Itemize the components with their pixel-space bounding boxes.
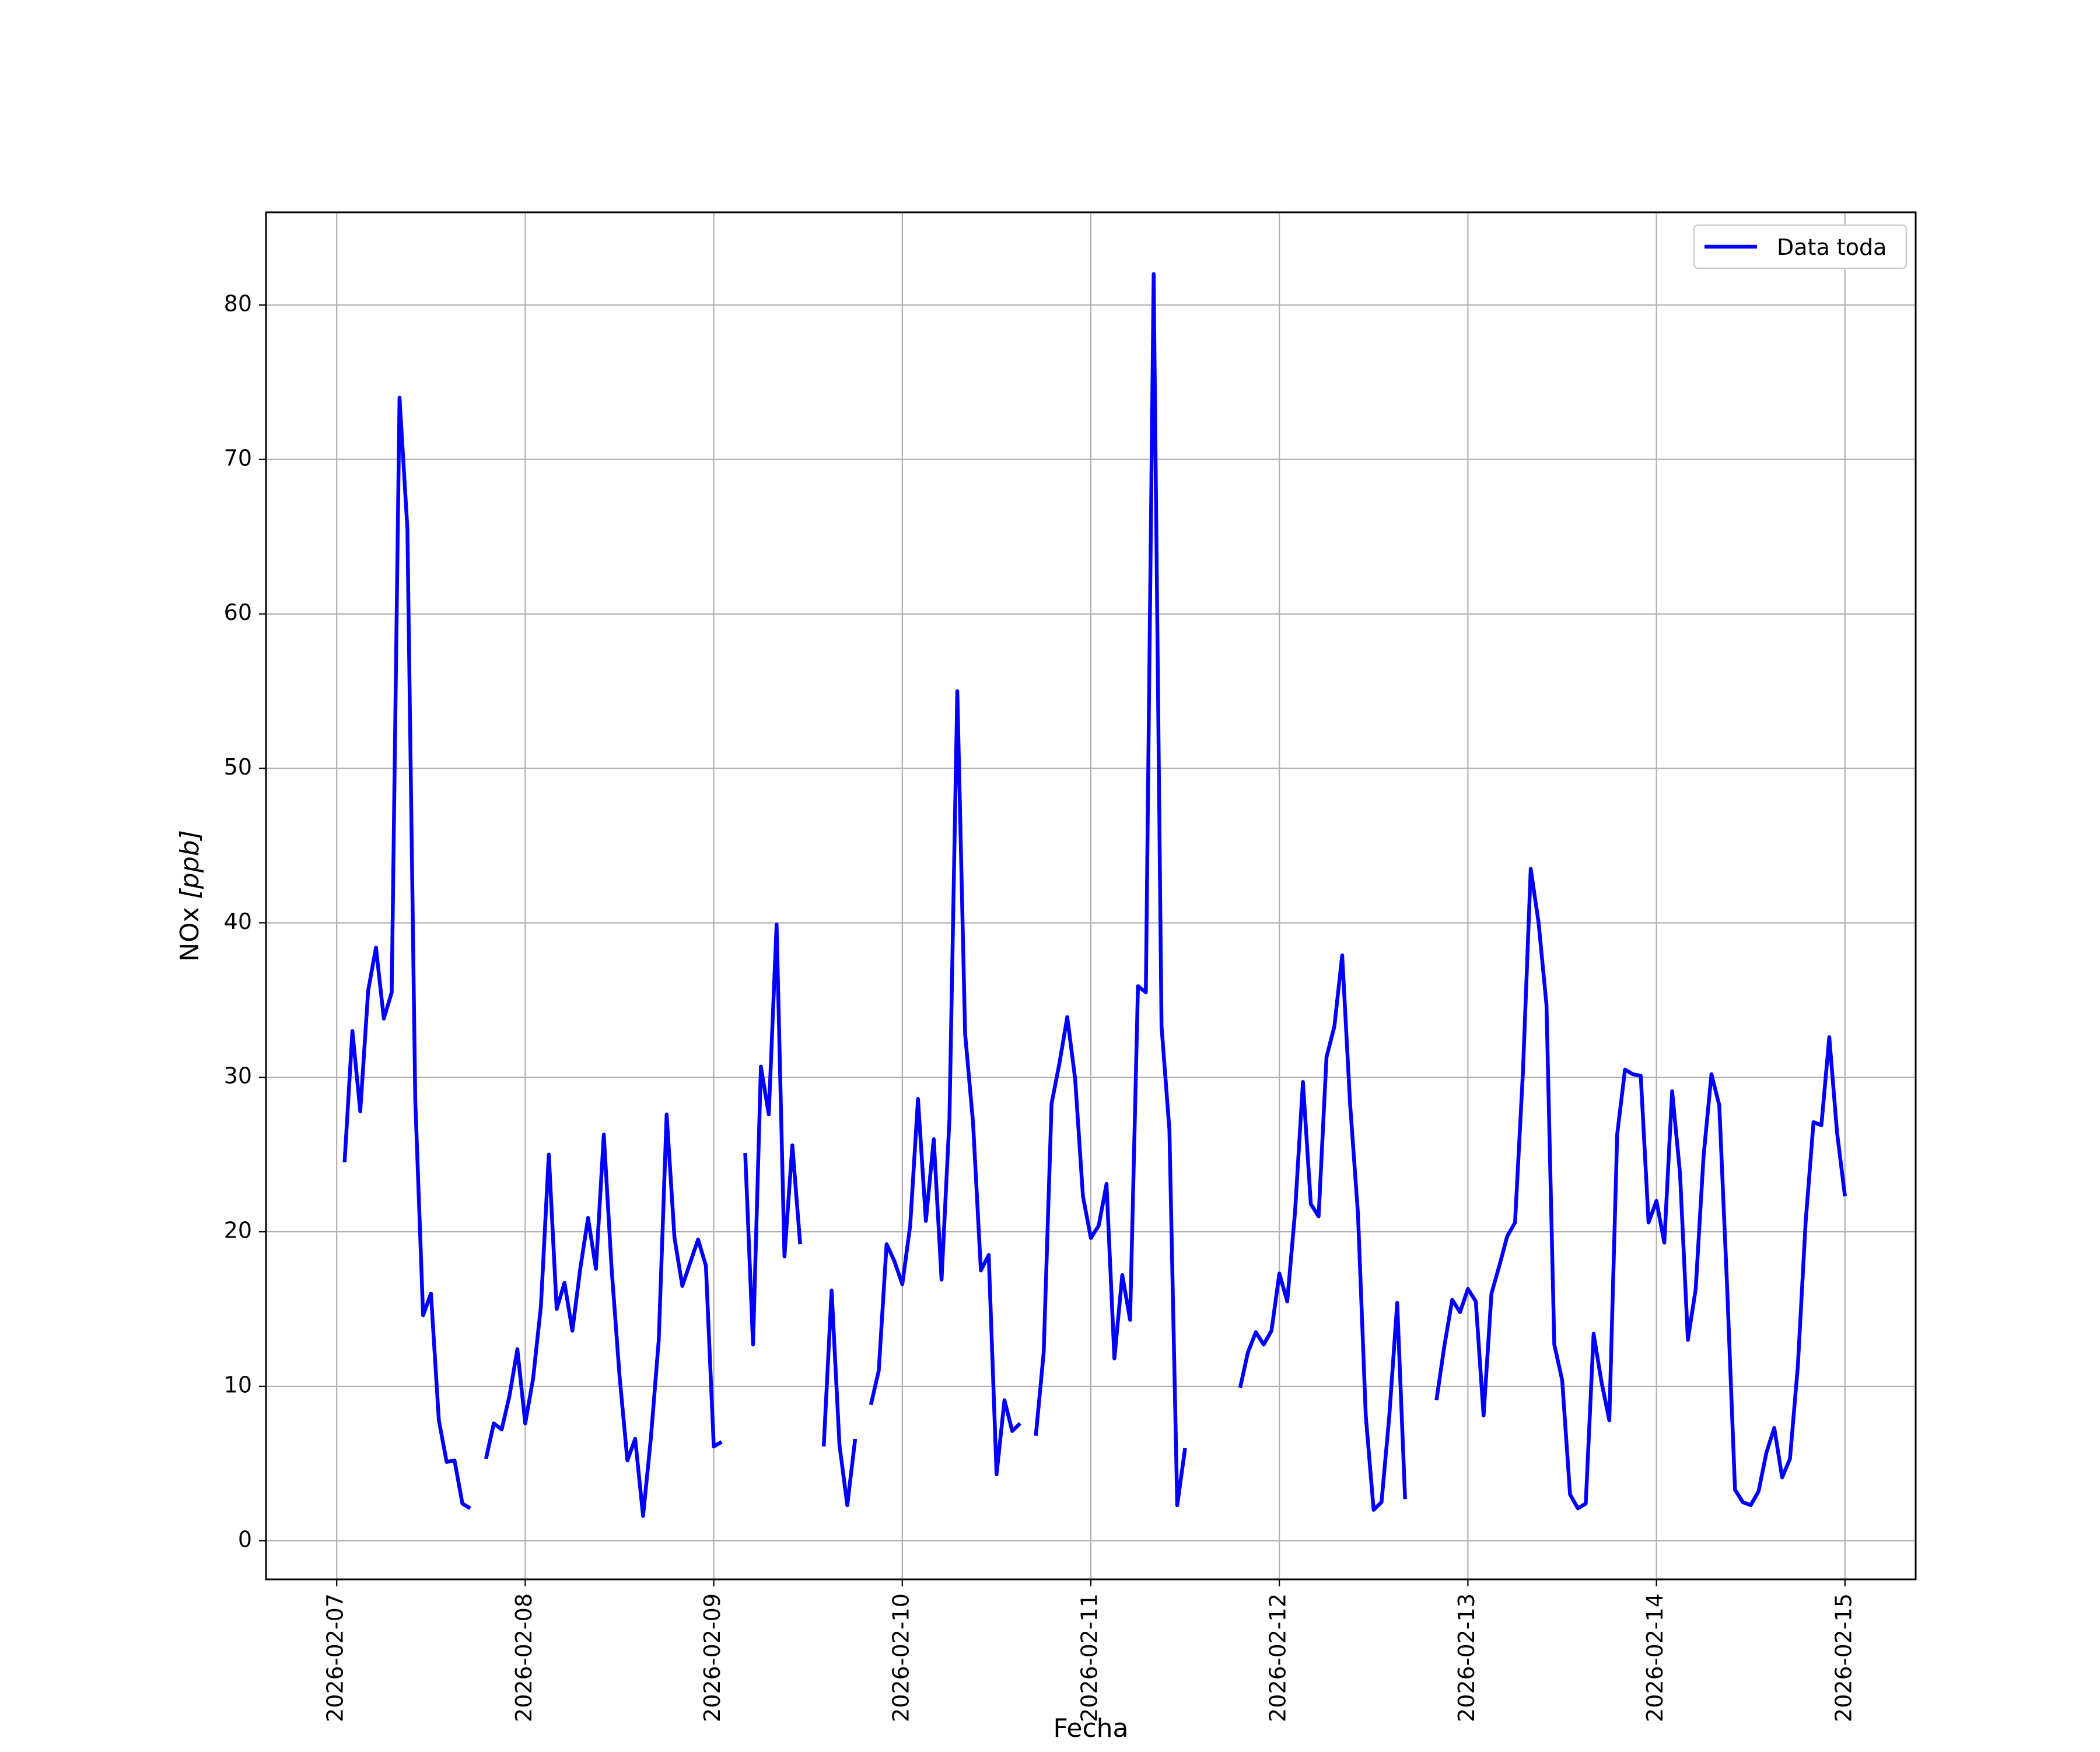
y-tick-label-8: 80	[224, 290, 252, 316]
grid-lines	[266, 212, 1916, 1579]
series-line-segment-1	[484, 1112, 723, 1518]
y-tick-label-2: 20	[224, 1218, 252, 1243]
series-line-segment-4	[869, 689, 1022, 1477]
y-axis-label-unit: [ppb]	[175, 830, 205, 899]
y-tick-label-7: 70	[224, 445, 252, 471]
x-tick-label-3: 2026-02-10	[888, 1593, 914, 1722]
series-line-segment-0	[342, 395, 471, 1510]
legend: Data toda	[1693, 224, 1908, 269]
legend-box	[1693, 224, 1908, 269]
series-line-segment-3	[821, 1288, 858, 1508]
y-tick-label-6: 60	[224, 600, 252, 625]
x-tick-label-6: 2026-02-13	[1454, 1593, 1479, 1722]
x-tick-label-0: 2026-02-07	[323, 1593, 348, 1722]
y-tick-label-0: 0	[238, 1526, 252, 1552]
x-tick-label-4: 2026-02-11	[1077, 1593, 1102, 1722]
x-tick-label-8: 2026-02-15	[1831, 1593, 1856, 1722]
series-line-segment-7	[1434, 867, 1847, 1511]
y-tick-label-1: 10	[224, 1372, 252, 1397]
y-axis-label-name: NOx	[175, 899, 205, 962]
series-line-segment-5	[1034, 272, 1187, 1508]
x-axis-label: Fecha	[1053, 1714, 1128, 1743]
plot-series	[342, 272, 1847, 1518]
x-tick-label-1: 2026-02-08	[511, 1593, 537, 1722]
y-axis-label: NOx [ppb]	[175, 830, 205, 962]
series-line-segment-6	[1238, 953, 1407, 1512]
y-tick-label-4: 40	[224, 909, 252, 934]
y-tick-label-3: 30	[224, 1063, 252, 1089]
y-tick-label-5: 50	[224, 754, 252, 780]
axis-ticks: 2026-02-07 2026-02-08 2026-02-09 2026-02-10…	[224, 290, 1857, 1722]
x-tick-label-7: 2026-02-14	[1642, 1593, 1668, 1722]
x-tick-label-2: 2026-02-09	[699, 1593, 725, 1722]
series-line-segment-2	[743, 922, 802, 1347]
x-tick-label-5: 2026-02-12	[1265, 1593, 1291, 1722]
legend-label-data-toda: Data toda	[1777, 234, 1887, 260]
